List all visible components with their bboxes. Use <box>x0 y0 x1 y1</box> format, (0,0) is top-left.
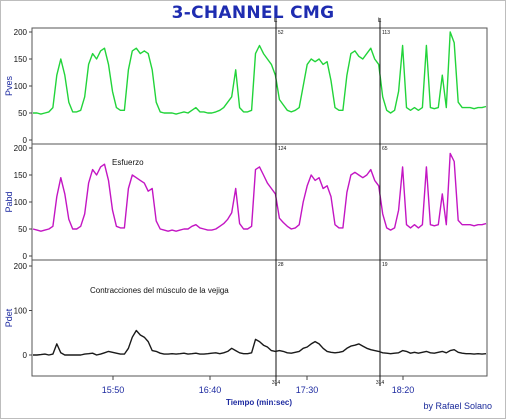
marker-value-label: 52 <box>278 30 284 36</box>
y-tick-label: 100 <box>14 198 28 207</box>
y-tick-label: 100 <box>14 307 28 316</box>
y-tick-label: 150 <box>14 171 28 180</box>
y-tick-label: 0 <box>23 136 28 145</box>
author-credit: by Rafael Solano <box>423 401 492 411</box>
y-tick-label: 0 <box>23 252 28 261</box>
y-tick-label: 0 <box>23 351 28 360</box>
marker-bottom-label: 314 <box>376 380 385 386</box>
signal-line-pves <box>33 31 487 115</box>
marker-top-label: L <box>378 18 382 24</box>
x-tick-label: 16:40 <box>199 385 222 395</box>
x-tick-label: 17:30 <box>296 385 319 395</box>
y-tick-label: 50 <box>18 109 27 118</box>
x-tick-label: 15:50 <box>102 385 125 395</box>
y-axis-label: Pves <box>4 75 14 96</box>
marker-value-label: 113 <box>382 30 390 36</box>
panel-frame-1 <box>31 27 488 145</box>
y-tick-label: 200 <box>14 262 28 271</box>
x-axis-label: Tiempo (min:sec) <box>226 398 292 407</box>
y-tick-label: 200 <box>14 28 28 37</box>
panel-frame-2 <box>31 143 488 261</box>
marker-top-label: L <box>274 18 278 24</box>
marker-value-label: 28 <box>278 262 284 268</box>
panel-annotation: Esfuerzo <box>112 158 144 167</box>
marker-value-label: 124 <box>278 146 287 152</box>
panel-annotation: Contracciones del músculo de la vejiga <box>90 286 229 295</box>
marker-value-label: 65 <box>382 146 388 152</box>
panel-frame-3 <box>31 259 488 377</box>
chart-title: 3-CHANNEL CMG <box>171 3 335 23</box>
y-tick-label: 200 <box>14 144 28 153</box>
y-tick-label: 100 <box>14 82 28 91</box>
y-axis-label: Pdet <box>4 308 14 327</box>
y-axis-label: Pabd <box>4 191 14 212</box>
signal-line-pabd <box>32 152 487 232</box>
y-tick-label: 50 <box>18 225 27 234</box>
x-tick-label: 18:20 <box>392 385 415 395</box>
marker-bottom-label: 314 <box>272 380 281 386</box>
signal-line-pdet <box>33 329 487 356</box>
marker-value-label: 19 <box>382 262 388 268</box>
y-tick-label: 150 <box>14 55 28 64</box>
